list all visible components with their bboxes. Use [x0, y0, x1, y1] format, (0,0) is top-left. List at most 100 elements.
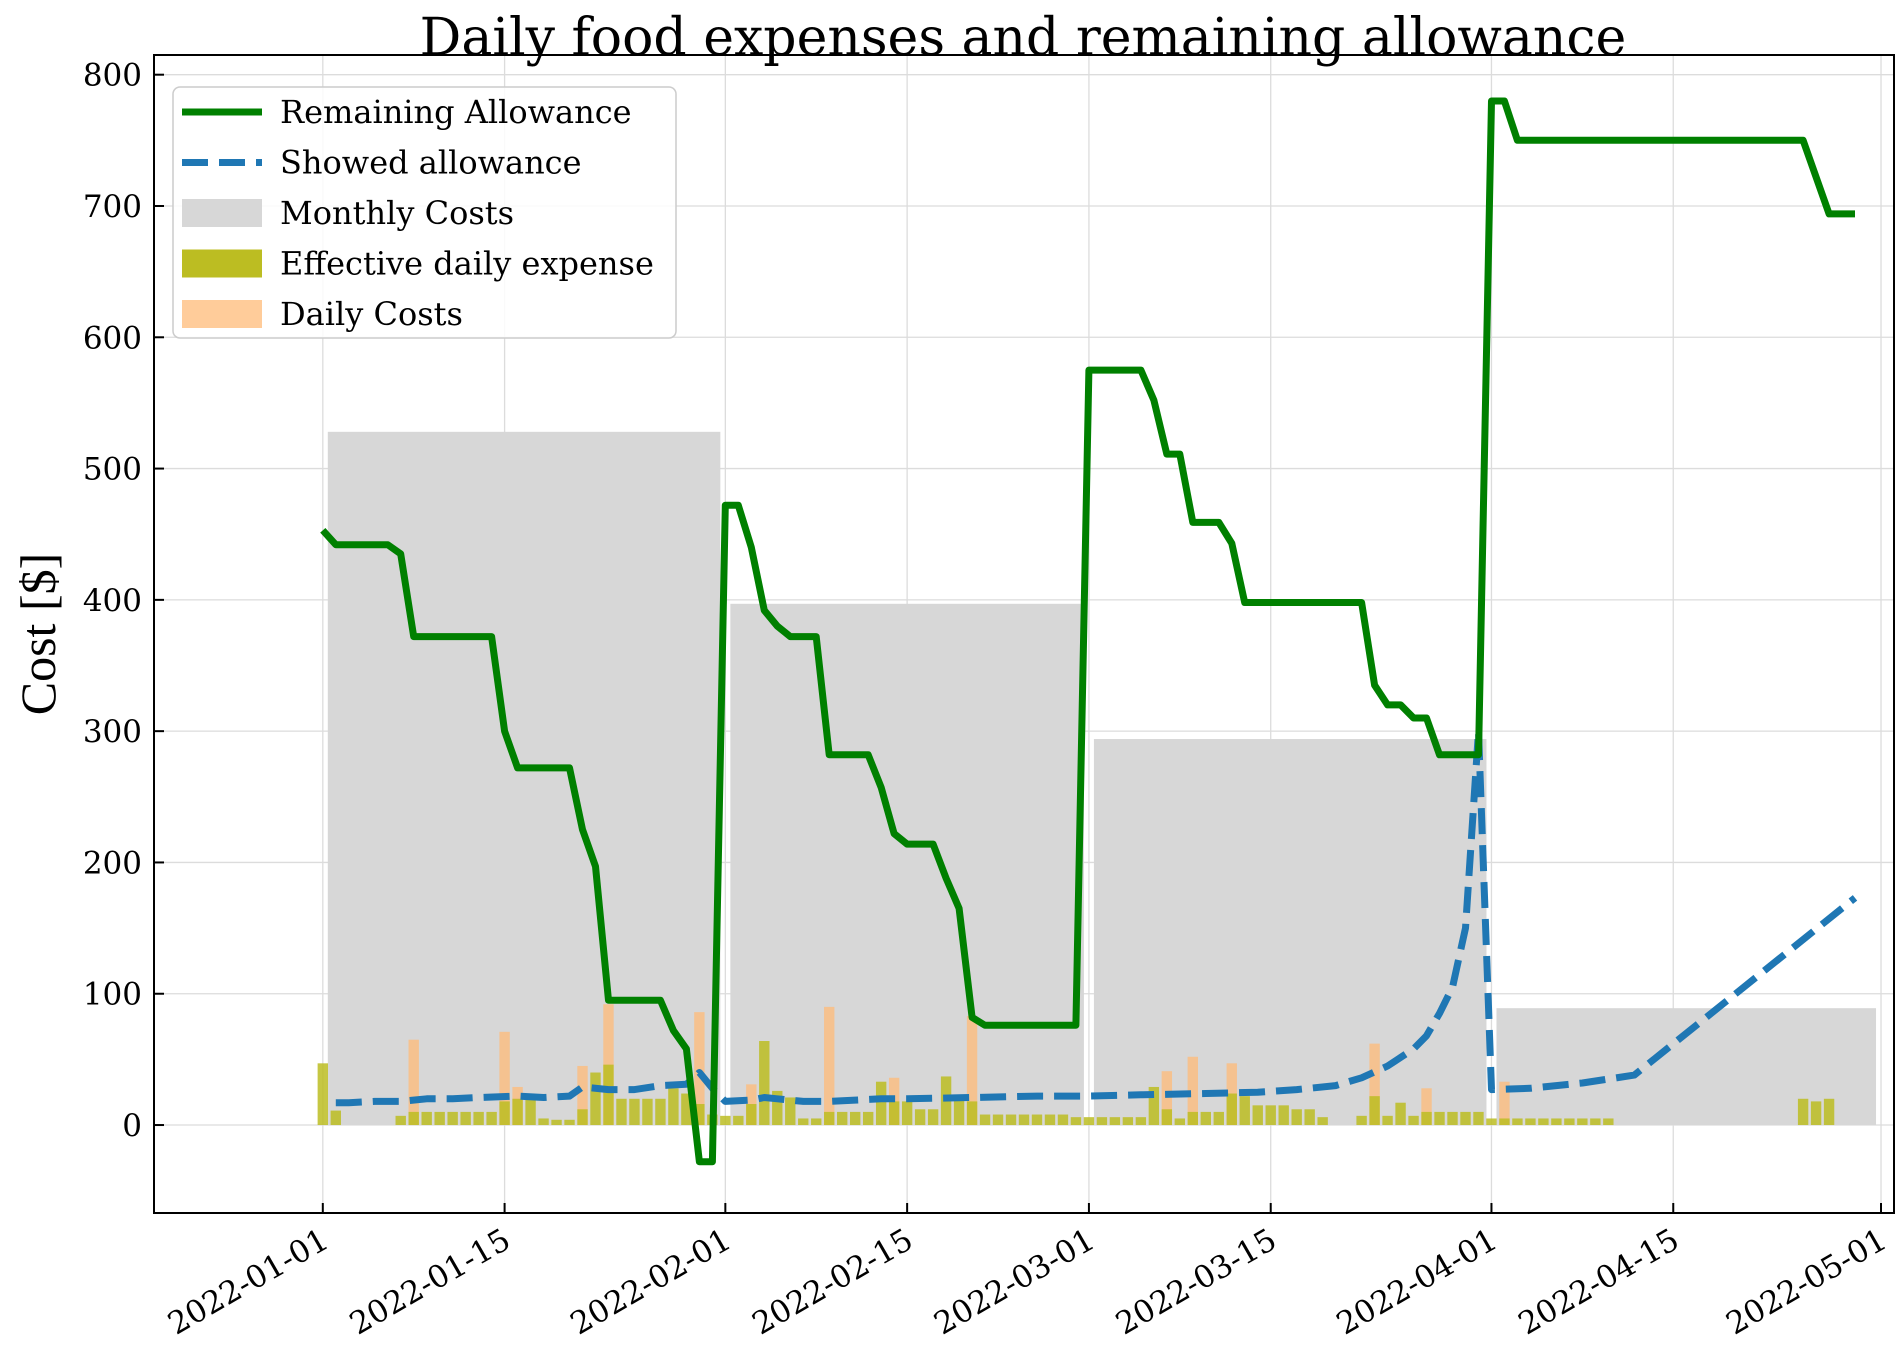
effective-expense-bar-2022-02-11: [850, 1111, 861, 1126]
legend-label-remaining-allowance: Remaining Allowance: [280, 93, 632, 131]
effective-expense-bar-2022-01-15: [499, 1101, 510, 1126]
effective-expense-bar-2022-02-07: [798, 1118, 809, 1126]
effective-expense-bar-2022-03-03: [1109, 1117, 1121, 1126]
effective-expense-bar-2022-01-21: [577, 1109, 588, 1126]
daily-cost-bar-2022-03-07: [1161, 1071, 1173, 1126]
effective-expense-bar-2022-03-04: [1122, 1117, 1134, 1126]
effective-expense-bar-2022-03-27: [1421, 1111, 1432, 1126]
effective-expense-bar-2022-01-24: [616, 1098, 627, 1126]
effective-daily-expense-bars: [317, 1041, 1835, 1126]
chart-title: Daily food expenses and remaining allowa…: [420, 8, 1627, 68]
effective-expense-bar-2022-01-07: [395, 1115, 406, 1126]
y-tick-label-300: 300: [83, 714, 142, 750]
effective-expense-bar-2022-03-24: [1382, 1115, 1393, 1126]
daily-cost-bar-2022-02-20: [966, 1016, 978, 1126]
effective-expense-bar-2022-02-28: [1070, 1117, 1082, 1126]
effective-expense-bar-2022-03-07: [1161, 1109, 1173, 1126]
daily-cost-bar-2022-03-23: [1369, 1043, 1380, 1126]
effective-expense-bar-2022-04-25: [1797, 1098, 1809, 1126]
monthly-costs-bar-2: [1093, 739, 1487, 1126]
legend-swatch-monthly-costs: [182, 199, 262, 227]
effective-expense-bar-2022-01-25: [629, 1098, 640, 1126]
effective-expense-bar-2022-03-14: [1252, 1105, 1263, 1126]
effective-expense-bar-2022-03-05: [1135, 1117, 1147, 1126]
effective-expense-bar-2022-03-06: [1148, 1086, 1160, 1126]
effective-expense-bar-2022-01-19: [551, 1119, 562, 1126]
effective-expense-bar-2022-03-10: [1200, 1111, 1211, 1126]
effective-expense-bar-2022-01-30: [694, 1104, 705, 1126]
effective-expense-bar-2022-02-20: [966, 1101, 978, 1126]
effective-expense-bar-2022-04-05: [1538, 1118, 1549, 1126]
effective-expense-bar-2022-02-12: [862, 1111, 874, 1126]
legend: Remaining Allowance Showed allowance Month…: [172, 86, 677, 339]
effective-expense-bar-2022-02-05: [772, 1090, 783, 1126]
daily-cost-bar-2022-01-08: [408, 1039, 419, 1126]
effective-expense-bar-2022-04-10: [1603, 1118, 1614, 1126]
effective-expense-bar-2022-02-19: [953, 1096, 965, 1126]
monthly-costs-bar-1: [730, 603, 1084, 1126]
effective-expense-bar-2022-01-02: [330, 1110, 341, 1126]
y-tick-label-0: 0: [122, 1108, 142, 1144]
effective-expense-bar-2022-01-11: [447, 1111, 458, 1126]
effective-expense-bar-2022-02-15: [901, 1101, 913, 1126]
effective-expense-bar-2022-04-02: [1499, 1118, 1510, 1126]
showed-allowance-line: [335, 727, 1858, 1107]
effective-expense-bar-2022-03-26: [1408, 1115, 1419, 1126]
effective-expense-bar-2022-02-13: [875, 1081, 887, 1126]
effective-expense-bar-2022-03-16: [1278, 1105, 1289, 1126]
effective-expense-bar-2022-01-14: [486, 1111, 497, 1126]
legend-swatch-daily-costs: [182, 300, 262, 328]
effective-expense-bar-2022-01-01: [317, 1063, 328, 1126]
effective-expense-bar-2022-01-26: [642, 1098, 653, 1126]
legend-label-effective-daily-expense: Effective daily expense: [280, 245, 654, 283]
effective-expense-bar-2022-03-08: [1174, 1118, 1186, 1126]
daily-cost-bar-2022-01-15: [499, 1031, 510, 1126]
effective-expense-bar-2022-04-06: [1551, 1118, 1562, 1126]
y-tick-label-600: 600: [83, 320, 142, 356]
effective-expense-bar-2022-03-23: [1369, 1096, 1380, 1126]
effective-expense-bar-2022-01-23: [603, 1064, 614, 1126]
effective-expense-bar-2022-01-08: [408, 1111, 419, 1126]
effective-expense-bar-2022-01-29: [681, 1093, 692, 1126]
effective-expense-bar-2022-03-12: [1226, 1093, 1237, 1126]
monthly-costs-bars: [327, 431, 1877, 1126]
daily-cost-bar-2022-03-09: [1187, 1056, 1198, 1126]
y-tick-label-100: 100: [83, 977, 142, 1013]
legend-label-showed-allowance: Showed allowance: [280, 144, 582, 182]
effective-expense-bar-2022-04-08: [1577, 1118, 1588, 1126]
effective-expense-bar-2022-03-19: [1317, 1117, 1328, 1126]
effective-expense-bar-2022-02-25: [1031, 1114, 1043, 1126]
effective-expense-bar-2022-02-06: [785, 1097, 796, 1126]
effective-expense-bar-2022-02-09: [824, 1111, 835, 1126]
effective-expense-bar-2022-04-04: [1525, 1118, 1536, 1126]
daily-cost-bar-2022-01-21: [577, 1065, 588, 1126]
effective-expense-bar-2022-04-27: [1823, 1098, 1835, 1126]
effective-expense-bar-2022-03-09: [1187, 1111, 1198, 1126]
monthly-costs-bar-0: [327, 431, 721, 1126]
effective-expense-bar-2022-02-26: [1044, 1114, 1056, 1126]
effective-expense-bar-2022-01-20: [564, 1119, 575, 1126]
effective-expense-bar-2022-02-24: [1018, 1114, 1030, 1126]
effective-expense-bar-2022-03-11: [1213, 1111, 1224, 1126]
effective-expense-bar-2022-04-03: [1512, 1118, 1523, 1126]
effective-expense-bar-2022-04-09: [1590, 1118, 1601, 1126]
effective-expense-bar-2022-02-17: [927, 1109, 939, 1126]
effective-expense-bar-2022-03-18: [1304, 1109, 1315, 1126]
y-tick-label-200: 200: [83, 845, 142, 881]
daily-cost-bar-2022-02-09: [824, 1006, 835, 1126]
effective-expense-bar-2022-02-03: [746, 1104, 757, 1126]
effective-expense-bar-2022-02-23: [1005, 1114, 1017, 1126]
daily-cost-bar-2022-03-27: [1421, 1088, 1432, 1126]
daily-cost-bar-2022-04-02: [1499, 1081, 1510, 1126]
legend-swatch-effective-daily-expense: [182, 249, 262, 278]
effective-expense-bar-2022-01-27: [655, 1098, 666, 1126]
effective-expense-bar-2022-02-02: [733, 1115, 744, 1126]
effective-expense-bar-2022-03-15: [1265, 1105, 1276, 1126]
y-tick-label-400: 400: [83, 583, 142, 619]
effective-expense-bar-2022-01-12: [460, 1111, 471, 1126]
effective-expense-bar-2022-02-01: [720, 1115, 731, 1126]
legend-frame: [172, 86, 677, 339]
effective-expense-bar-2022-03-28: [1434, 1111, 1445, 1126]
y-tick-label-700: 700: [83, 189, 142, 225]
effective-expense-bar-2022-02-04: [759, 1041, 770, 1126]
